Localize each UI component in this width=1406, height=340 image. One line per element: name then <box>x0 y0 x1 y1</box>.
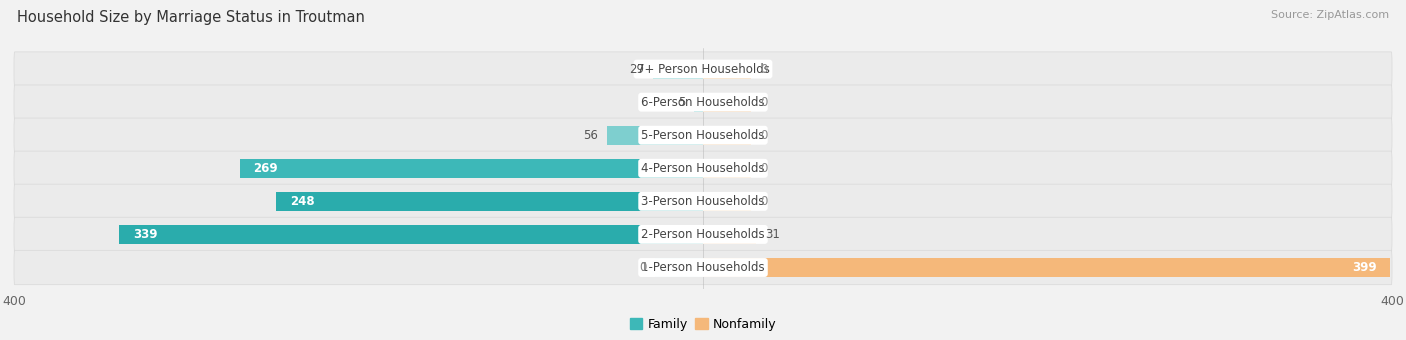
FancyBboxPatch shape <box>14 250 1392 285</box>
Text: 2-Person Households: 2-Person Households <box>641 228 765 241</box>
Bar <box>120 225 703 244</box>
FancyBboxPatch shape <box>14 151 1392 186</box>
Text: 0: 0 <box>759 63 768 75</box>
Bar <box>703 126 751 145</box>
Text: 248: 248 <box>290 195 315 208</box>
Text: 269: 269 <box>253 162 278 175</box>
Text: 0: 0 <box>759 129 768 142</box>
Text: 31: 31 <box>765 228 780 241</box>
Bar <box>703 258 1391 277</box>
Text: 0: 0 <box>638 261 647 274</box>
Text: 56: 56 <box>583 129 598 142</box>
Text: 339: 339 <box>134 228 157 241</box>
Bar <box>703 225 756 244</box>
Bar <box>695 92 703 112</box>
Bar <box>703 92 751 112</box>
Text: 29: 29 <box>630 63 644 75</box>
Bar <box>703 159 751 178</box>
Bar <box>239 159 703 178</box>
Bar <box>276 192 703 211</box>
Text: 1-Person Households: 1-Person Households <box>641 261 765 274</box>
FancyBboxPatch shape <box>14 52 1392 86</box>
Text: 6-Person Households: 6-Person Households <box>641 96 765 109</box>
Bar <box>703 59 751 79</box>
Text: 7+ Person Households: 7+ Person Households <box>637 63 769 75</box>
FancyBboxPatch shape <box>14 184 1392 219</box>
Text: 399: 399 <box>1351 261 1376 274</box>
Text: 4-Person Households: 4-Person Households <box>641 162 765 175</box>
Bar <box>652 59 703 79</box>
Text: 5: 5 <box>679 96 686 109</box>
FancyBboxPatch shape <box>14 85 1392 119</box>
Text: 3-Person Households: 3-Person Households <box>641 195 765 208</box>
Bar <box>606 126 703 145</box>
Text: Household Size by Marriage Status in Troutman: Household Size by Marriage Status in Tro… <box>17 10 364 25</box>
Text: 0: 0 <box>759 96 768 109</box>
Legend: Family, Nonfamily: Family, Nonfamily <box>624 313 782 336</box>
Text: Source: ZipAtlas.com: Source: ZipAtlas.com <box>1271 10 1389 20</box>
Text: 5-Person Households: 5-Person Households <box>641 129 765 142</box>
Text: 0: 0 <box>759 195 768 208</box>
Bar <box>703 192 751 211</box>
FancyBboxPatch shape <box>14 118 1392 152</box>
Text: 0: 0 <box>759 162 768 175</box>
Bar <box>655 258 703 277</box>
FancyBboxPatch shape <box>14 217 1392 252</box>
